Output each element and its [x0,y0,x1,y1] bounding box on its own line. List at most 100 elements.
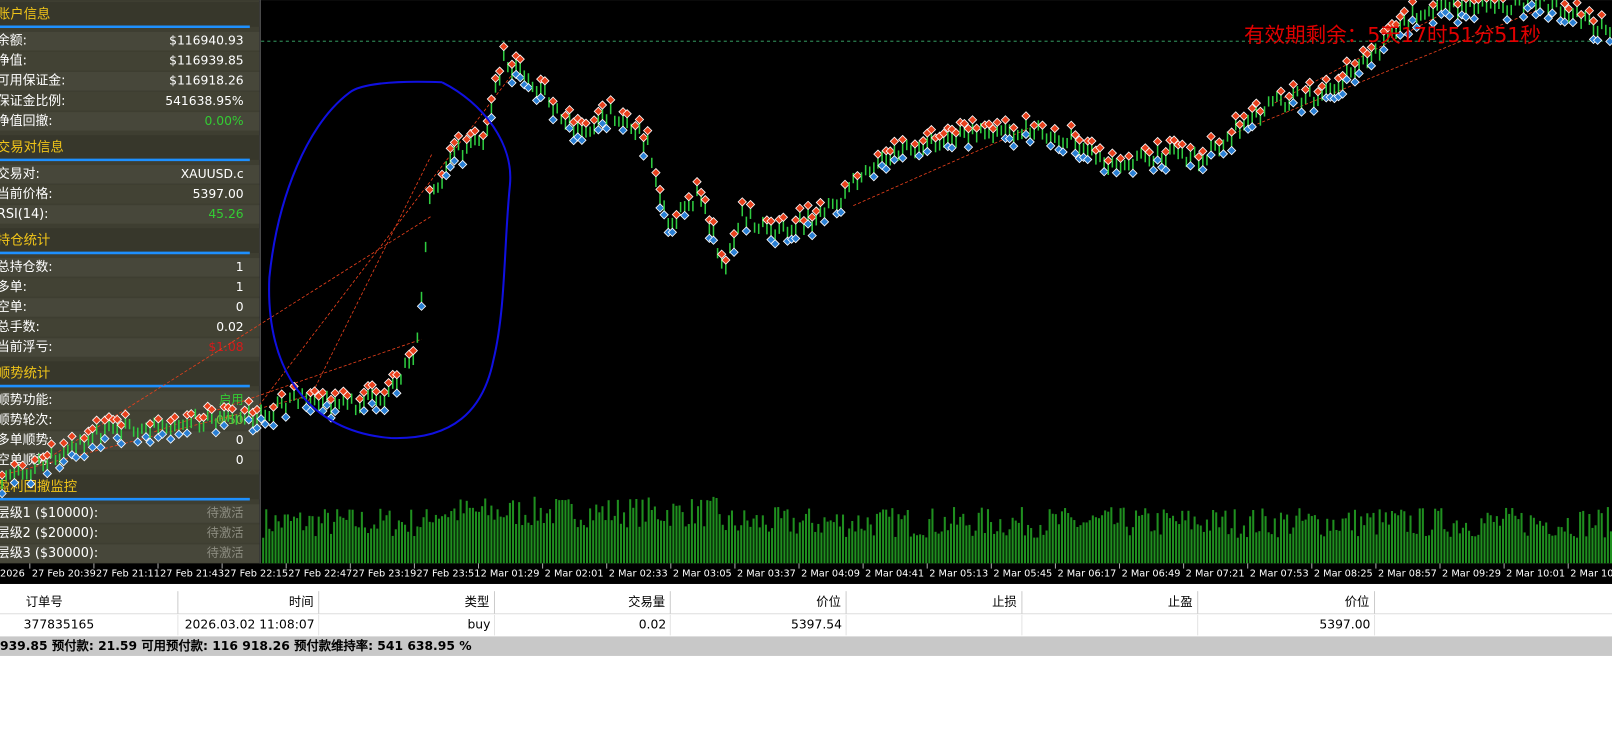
trade-marker [1407,0,1418,7]
row-label: 当前浮亏: [0,339,53,355]
toolbox [0,586,1612,730]
trade-marker [268,402,279,412]
trade-marker [1462,0,1470,4]
trade-marker [700,194,710,205]
row-bg [0,278,260,297]
trade-marker [112,433,122,443]
trade-marker [1288,79,1298,90]
trade-marker [1078,152,1089,163]
time-label: 2 Mar 07:53 [1250,569,1309,580]
trade-marker [1313,86,1323,97]
trade-marker [371,386,381,397]
trade-marker [577,135,587,145]
row-label: 可用保证金: [0,73,65,89]
order-link [853,128,1029,207]
trade-marker [1082,154,1093,165]
trade-marker [729,229,739,239]
trade-marker [54,463,65,473]
row-value: $116940.93 [169,34,244,48]
trade-marker [202,401,213,412]
trade-marker [462,134,472,145]
trade-marker [227,404,238,414]
trade-marker [1428,0,1438,10]
row-label: 顺势轮次: [0,412,53,428]
trade-marker [1161,146,1171,157]
row-label: 总持仓数: [0,260,53,275]
trade-marker [1395,12,1405,22]
time-label: 27 Feb 23:51 [416,569,480,580]
trade-marker [1157,162,1167,172]
trade-marker [852,170,863,181]
trade-marker [605,95,616,105]
trade-marker [1460,0,1464,2]
trade-marker [910,139,920,149]
trade-marker [926,124,937,135]
trade-marker [449,156,460,166]
trade-marker [1576,9,1586,20]
trade-marker [1198,165,1208,175]
row-label: 多单顺势: [0,432,53,448]
trade-marker [1152,136,1163,147]
column-header: 类型 [465,595,490,609]
trade-marker [1461,12,1471,22]
trade-marker [79,451,89,462]
trade-marker [1350,58,1360,69]
trade-marker [1584,5,1595,16]
trade-marker [0,488,7,499]
trade-marker [1008,122,1019,133]
trade-marker [1247,103,1257,114]
trade-marker [642,125,653,136]
trade-marker [811,206,821,216]
trade-marker [1235,119,1245,130]
trade-marker [416,301,427,311]
trade-marker [1560,17,1570,27]
trade-marker [1317,81,1327,91]
row-bg [0,298,260,317]
trade-marker [1198,146,1208,156]
trade-marker [1366,61,1377,71]
column-header: 价位 [1345,594,1370,609]
trade-marker [1592,35,1603,45]
trade-marker [1029,120,1039,130]
trade-marker [276,389,287,399]
trade-table: 订单号 时间 类型 交易量 价位 止损 止盈 价位 377835165 2026.03.02 11… [0,591,1612,636]
trade-marker [922,146,933,157]
trade-marker [309,386,320,396]
row-bg [0,112,260,131]
row-value: $116918.26 [169,74,244,88]
trade-marker [1185,142,1196,153]
time-label: 2 Mar 05:13 [929,569,988,580]
trade-marker [897,153,908,163]
trade-marker [515,54,525,64]
status-text: 939.85 预付款: 21.59 可用预付款: 116 918.26 预付款维… [0,638,472,653]
trade-marker [1309,106,1319,116]
trade-marker [252,404,262,415]
trade-marker [42,468,52,479]
column-header: 交易量 [628,594,665,609]
row-bg [0,205,260,224]
section-header-bg [0,135,260,160]
trade-marker [819,217,830,227]
trade-marker [1103,155,1113,166]
time-axis-labels: 2026 27 Feb 20:39 27 Feb 21:11 27 Feb 21:43… [0,563,1612,580]
row-value: 0 [236,300,244,314]
trade-marker [1087,136,1097,146]
section-title: 账户信息 [0,5,50,22]
trade-marker [499,41,509,52]
trade-marker [1185,161,1196,171]
time-label: 2 Mar 01:29 [481,569,540,580]
section-header-bg [0,361,260,387]
row-value: XAUUSD.c [181,167,244,181]
trade-marker [116,438,127,449]
row-label: 层级1 ($10000): [0,506,98,521]
trade-marker [252,423,262,433]
trade-marker [1350,77,1360,87]
trade-marker [112,414,122,425]
trade-marker [1284,91,1294,102]
trade-marker [1560,0,1570,9]
trade-marker [836,207,846,217]
section-header-bg [0,474,260,500]
section-title: 盈利回撤监控 [0,479,77,495]
row-bg [0,258,260,277]
